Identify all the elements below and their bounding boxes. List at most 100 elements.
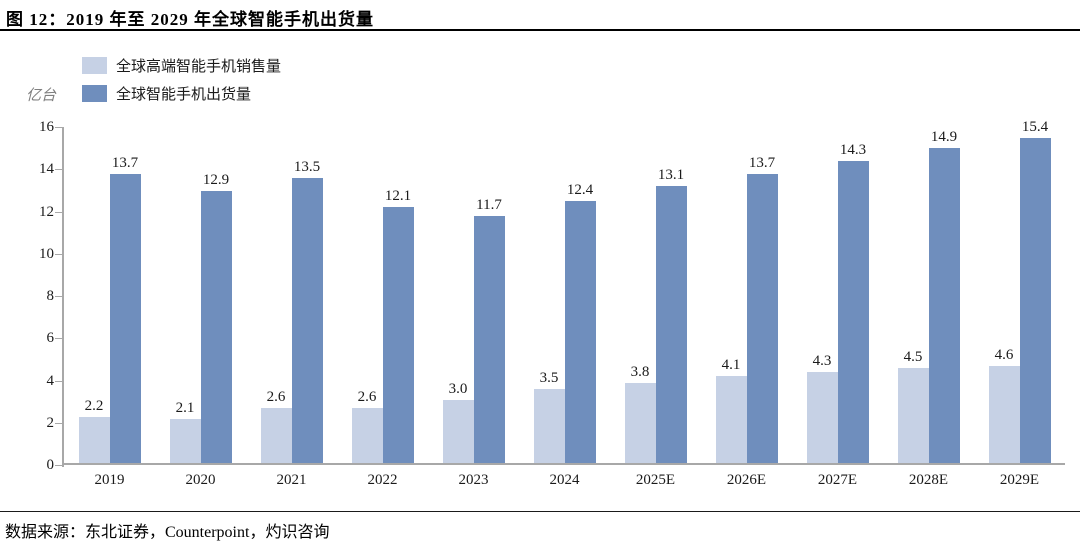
y-axis-label: 12 bbox=[39, 203, 54, 220]
legend: 全球高端智能手机销售量 全球智能手机出货量 bbox=[82, 55, 281, 104]
source-note: 数据来源：东北证券，Counterpoint，灼识咨询 bbox=[5, 524, 330, 541]
bar-group-2025E: 3.8 13.1 bbox=[610, 127, 701, 463]
total-shipment-bar bbox=[837, 160, 869, 463]
legend-swatch-premium bbox=[82, 57, 107, 74]
legend-label-total: 全球智能手机出货量 bbox=[116, 87, 252, 103]
bar-group-2022: 2.6 12.1 bbox=[337, 127, 428, 463]
value-label: 13.7 bbox=[111, 154, 139, 171]
bar-slot: 13.7 bbox=[746, 154, 778, 463]
value-label: 15.4 bbox=[1021, 118, 1049, 135]
bar-slot: 2.6 bbox=[351, 389, 383, 463]
bar-group-2019: 2.2 13.7 bbox=[64, 127, 155, 463]
total-shipment-bar bbox=[928, 148, 960, 463]
x-axis-label: 2028E bbox=[908, 472, 949, 488]
x-axis: 2019 2020 2021 2022 2023 2024 2025E 2026E 2027E 2… bbox=[64, 472, 1065, 489]
premium-smartphone-bar bbox=[533, 389, 565, 463]
bar-slot: 3.0 bbox=[442, 380, 474, 463]
y-axis-tick bbox=[55, 296, 62, 297]
y-axis-label: 4 bbox=[46, 372, 55, 389]
y-axis-tick bbox=[55, 211, 62, 213]
bar-slot: 4.3 bbox=[806, 353, 838, 463]
y-axis-unit-label: 亿台 bbox=[26, 88, 57, 104]
bar-group-2029E: 4.6 15.4 bbox=[974, 119, 1065, 463]
bar-slot: 12.9 bbox=[200, 171, 232, 463]
bar-slot: 2.1 bbox=[169, 400, 201, 463]
y-axis-tick bbox=[55, 169, 62, 171]
x-axis-label: 2029E bbox=[999, 472, 1040, 488]
footer-divider bbox=[0, 511, 1080, 512]
bar-group-2026E: 4.1 13.7 bbox=[701, 127, 792, 463]
y-axis-label: 6 bbox=[46, 330, 55, 347]
premium-smartphone-bar bbox=[351, 408, 383, 463]
value-label: 13.1 bbox=[657, 167, 685, 184]
total-shipment-bar bbox=[200, 190, 232, 463]
value-label: 4.6 bbox=[994, 346, 1014, 363]
chart-title: 图 12：2019 年至 2029 年全球智能手机出货量 bbox=[6, 10, 374, 29]
bar-slot: 13.1 bbox=[655, 167, 687, 463]
legend-swatch-total bbox=[82, 85, 107, 102]
bar-group-2023: 3.0 11.7 bbox=[428, 127, 519, 463]
total-shipment-bar bbox=[109, 173, 141, 463]
value-label: 13.5 bbox=[293, 158, 321, 175]
x-axis-label: 2027E bbox=[817, 472, 858, 488]
total-shipment-bar bbox=[655, 186, 687, 463]
y-axis-tick bbox=[55, 338, 62, 340]
value-label: 3.0 bbox=[448, 380, 468, 397]
value-label: 13.7 bbox=[748, 154, 776, 171]
bar-slot: 4.1 bbox=[715, 357, 747, 463]
value-label: 2.6 bbox=[357, 389, 377, 406]
bar-slot: 3.5 bbox=[533, 370, 565, 463]
bar-group-2020: 2.1 12.9 bbox=[155, 127, 246, 463]
total-shipment-bar bbox=[382, 207, 414, 463]
bar-slot: 12.4 bbox=[564, 182, 596, 463]
bar-slot: 11.7 bbox=[473, 196, 505, 463]
premium-smartphone-bar bbox=[897, 367, 929, 463]
x-axis-label: 2022 bbox=[367, 472, 398, 488]
y-axis-tick bbox=[55, 253, 62, 255]
value-label: 4.1 bbox=[721, 357, 741, 374]
total-shipment-bar bbox=[291, 177, 323, 463]
bar-group-2024: 3.5 12.4 bbox=[519, 127, 610, 463]
total-shipment-bar bbox=[473, 215, 505, 463]
bar-slot: 12.1 bbox=[382, 188, 414, 463]
bar-slot: 2.2 bbox=[78, 397, 110, 463]
premium-smartphone-bar bbox=[806, 372, 838, 463]
bar-slot: 3.8 bbox=[624, 363, 656, 463]
bar-slot: 4.6 bbox=[988, 346, 1020, 463]
x-axis-label: 2021 bbox=[276, 472, 307, 488]
value-label: 11.7 bbox=[476, 196, 502, 213]
y-axis-tick bbox=[55, 127, 62, 128]
y-axis-label: 2 bbox=[46, 414, 55, 431]
value-label: 14.3 bbox=[839, 141, 867, 158]
value-label: 14.9 bbox=[930, 129, 958, 146]
x-axis-label: 2019 bbox=[94, 472, 125, 488]
premium-smartphone-bar bbox=[624, 382, 656, 463]
bar-slot: 13.5 bbox=[291, 158, 323, 463]
y-axis-label: 14 bbox=[39, 161, 54, 178]
title-divider bbox=[0, 29, 1080, 31]
value-label: 12.9 bbox=[202, 171, 230, 188]
total-shipment-bar bbox=[746, 173, 778, 463]
total-shipment-bar bbox=[1019, 137, 1051, 463]
value-label: 2.2 bbox=[84, 397, 104, 414]
bar-group-2027E: 4.3 14.3 bbox=[792, 127, 883, 463]
premium-smartphone-bar bbox=[78, 416, 110, 463]
bar-slot: 14.3 bbox=[837, 141, 869, 463]
premium-smartphone-bar bbox=[260, 408, 292, 463]
premium-smartphone-bar bbox=[715, 376, 747, 463]
legend-item-premium: 全球高端智能手机销售量 bbox=[82, 55, 281, 76]
plot-area: 2.2 13.7 2.1 12.9 2.6 13.5 2.6 12.1 3.0 11.7 3.5 12… bbox=[64, 119, 1065, 465]
y-axis-tick bbox=[55, 380, 62, 382]
value-label: 3.8 bbox=[630, 363, 650, 380]
value-label: 2.6 bbox=[266, 389, 286, 406]
y-axis-label: 16 bbox=[39, 119, 54, 135]
y-axis-label: 10 bbox=[39, 245, 54, 262]
value-label: 4.5 bbox=[903, 348, 923, 365]
premium-smartphone-bar bbox=[988, 365, 1020, 463]
y-axis-line bbox=[62, 127, 64, 467]
bar-group-2021: 2.6 13.5 bbox=[246, 127, 337, 463]
bar-slot: 13.7 bbox=[109, 154, 141, 463]
premium-smartphone-bar bbox=[169, 418, 201, 463]
y-axis-tick bbox=[55, 465, 62, 466]
